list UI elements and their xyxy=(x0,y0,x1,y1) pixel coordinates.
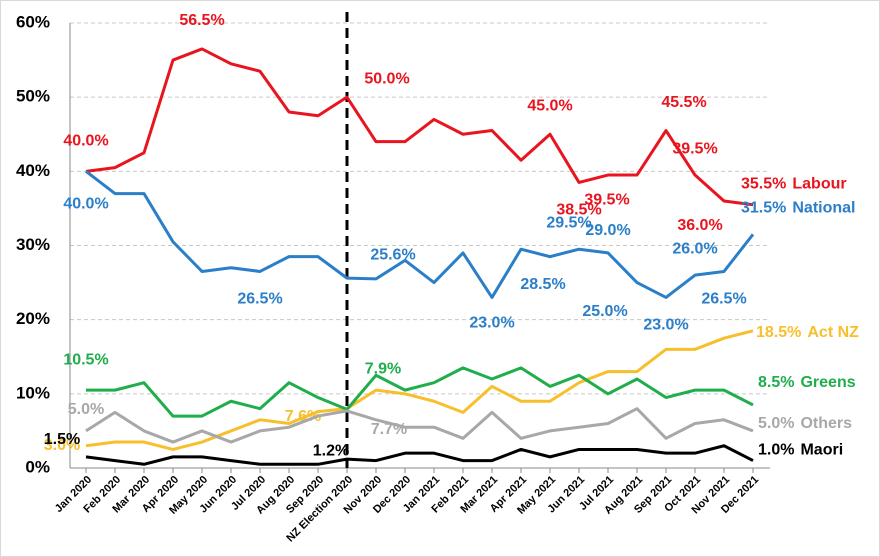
y-tick-label: 60% xyxy=(16,12,50,31)
value-label: 8.5% xyxy=(758,374,794,391)
series-name: Labour xyxy=(792,176,846,193)
value-label: 31.5% xyxy=(741,200,786,217)
series-line xyxy=(85,47,754,207)
series-name: Act NZ xyxy=(807,324,859,341)
value-label: 50.0% xyxy=(364,70,409,87)
value-label: 7.7% xyxy=(371,421,407,438)
value-label: 23.0% xyxy=(643,317,688,334)
value-label: 39.5% xyxy=(584,191,629,208)
end-label: 5.0% Others xyxy=(758,415,852,432)
value-label: 23.0% xyxy=(469,315,514,332)
value-label: 1.0% xyxy=(758,442,794,459)
y-tick-label: 30% xyxy=(16,235,50,254)
value-label: 45.0% xyxy=(527,97,572,114)
end-label: 31.5% National xyxy=(741,200,856,217)
series-line xyxy=(85,170,755,299)
end-label: 1.0% Maori xyxy=(758,442,843,459)
y-tick-label: 20% xyxy=(16,309,50,328)
series-name: Greens xyxy=(800,374,855,391)
value-label: 7.6% xyxy=(285,408,321,425)
value-label: 29.0% xyxy=(585,222,630,239)
value-label: 39.5% xyxy=(672,140,717,157)
value-label: 45.5% xyxy=(661,94,706,111)
value-label: 38.5% xyxy=(556,202,601,219)
value-label: 36.0% xyxy=(677,217,722,234)
value-label: 26.5% xyxy=(701,291,746,308)
value-label: 56.5% xyxy=(179,12,224,29)
y-tick-label: 10% xyxy=(16,383,50,402)
series-name: National xyxy=(792,200,855,217)
value-label: 35.5% xyxy=(741,176,786,193)
value-label: 25.6% xyxy=(370,246,415,263)
value-label: 29.5% xyxy=(546,214,591,231)
value-label: 5.0% xyxy=(758,415,794,432)
value-label: 18.5% xyxy=(756,324,801,341)
y-tick-label: 0% xyxy=(25,457,50,476)
end-label: 8.5% Greens xyxy=(758,374,856,391)
series-name: Maori xyxy=(800,442,843,459)
value-label: 3.0% xyxy=(44,437,80,454)
value-label: 10.5% xyxy=(63,351,108,368)
value-label: 40.0% xyxy=(63,133,108,150)
series-line xyxy=(85,329,754,451)
value-label: 40.0% xyxy=(63,196,108,213)
y-tick-label: 40% xyxy=(16,161,50,180)
value-label: 1.2% xyxy=(313,442,349,459)
series-line xyxy=(85,407,754,444)
value-label: 28.5% xyxy=(520,276,565,293)
value-label: 26.5% xyxy=(237,291,282,308)
value-label: 26.0% xyxy=(672,240,717,257)
value-label: 7.9% xyxy=(365,361,401,378)
y-tick-label: 50% xyxy=(16,87,50,106)
end-label: 35.5% Labour xyxy=(741,176,847,193)
series-name: Others xyxy=(800,415,852,432)
series-line xyxy=(86,366,754,418)
value-label: 25.0% xyxy=(582,303,627,320)
value-label: 1.5% xyxy=(44,431,80,448)
series-line xyxy=(85,444,754,466)
end-label: 18.5% Act NZ xyxy=(756,324,859,341)
value-label: 5.0% xyxy=(68,401,104,418)
